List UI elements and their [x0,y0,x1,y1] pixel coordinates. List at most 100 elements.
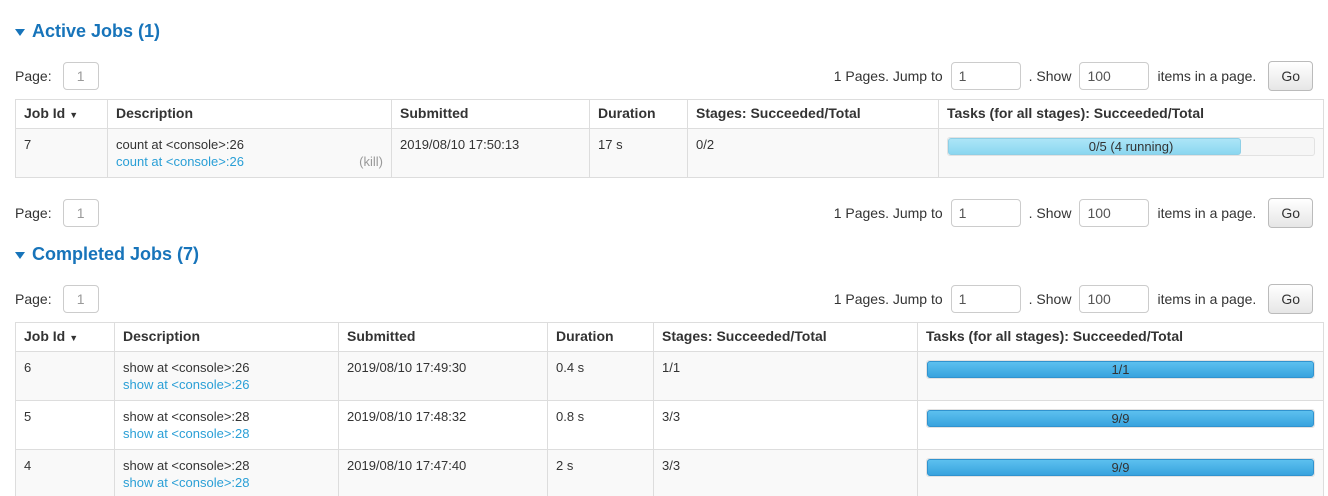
description-cell: show at <console>:26 show at <console>:2… [114,351,339,401]
completed-jobs-title: Completed Jobs (7) [32,244,200,264]
items-per-page-input[interactable] [1079,285,1150,313]
page-label: Page: [15,205,52,221]
page-label: Page: [15,291,52,307]
duration-cell: 2 s [547,449,654,496]
stages-cell: 3/3 [653,400,918,450]
show-text: . Show [1028,205,1072,221]
completed-jobs-section-header[interactable]: Completed Jobs (7) [15,244,1313,264]
progress-completed-segment [927,361,1314,378]
active-jobs-header-row: Job Id ▼ Description Submitted Duration S… [15,99,1324,129]
progress-completed-segment [927,459,1314,476]
column-header-duration[interactable]: Duration [547,322,654,352]
column-header-description[interactable]: Description [107,99,392,129]
items-per-page-input[interactable] [1079,62,1150,90]
column-header-description[interactable]: Description [114,322,339,352]
active-jobs-table: Job Id ▼ Description Submitted Duration S… [15,99,1324,178]
tasks-cell: 1/1 [917,351,1324,401]
submitted-cell: 2019/08/10 17:48:32 [338,400,548,450]
go-button[interactable]: Go [1268,198,1313,228]
stages-cell: 3/3 [653,449,918,496]
job-id-cell: 4 [15,449,115,496]
job-id-cell: 5 [15,400,115,450]
progress-label: 9/9 [1111,460,1130,475]
job-description-text: show at <console>:28 [123,409,250,424]
tasks-cell: 0/5 (4 running) [938,128,1324,178]
items-per-page-text: items in a page. [1157,68,1257,84]
total-pages-text: 1 Pages. Jump to [833,68,943,84]
job-id-cell: 6 [15,351,115,401]
progress-label: 0/5 (4 running) [1088,139,1174,154]
job-description-text: count at <console>:26 [116,137,244,152]
sort-desc-icon: ▼ [69,110,79,120]
total-pages-text: 1 Pages. Jump to [833,291,943,307]
tasks-progress-bar: 9/9 [926,409,1315,428]
show-text: . Show [1028,68,1072,84]
go-button[interactable]: Go [1268,284,1313,314]
job-description-text: show at <console>:28 [123,458,250,473]
completed-jobs-table: Job Id ▼ Description Submitted Duration S… [15,322,1324,496]
tasks-progress-bar: 9/9 [926,458,1315,477]
column-header-tasks[interactable]: Tasks (for all stages): Succeeded/Total [938,99,1324,129]
progress-running-segment [948,138,1241,155]
current-page-input[interactable] [62,199,99,227]
jump-to-page-input[interactable] [950,199,1021,227]
kill-job-link[interactable]: (kill) [359,154,383,169]
column-header-stages[interactable]: Stages: Succeeded/Total [687,99,939,129]
progress-label: 9/9 [1111,411,1130,426]
active-jobs-title: Active Jobs (1) [32,21,161,41]
jump-to-page-input[interactable] [950,62,1021,90]
page-label: Page: [15,68,52,84]
submitted-cell: 2019/08/10 17:50:13 [391,128,590,178]
submitted-cell: 2019/08/10 17:47:40 [338,449,548,496]
jobs-page: Active Jobs (1) Page: 1 Pages. Jump to .… [0,21,1328,496]
progress-completed-segment [927,410,1314,427]
column-header-submitted[interactable]: Submitted [338,322,548,352]
collapse-arrow-icon [15,251,25,259]
active-jobs-pagination-top: Page: 1 Pages. Jump to . Show items in a… [15,61,1313,91]
active-jobs-pagination-bottom: Page: 1 Pages. Jump to . Show items in a… [15,198,1313,228]
duration-cell: 0.8 s [547,400,654,450]
column-header-stages[interactable]: Stages: Succeeded/Total [653,322,918,352]
description-cell: show at <console>:28 show at <console>:2… [114,400,339,450]
active-job-row: 7 count at <console>:26 count at <consol… [15,128,1324,178]
completed-job-row: 5 show at <console>:28 show at <console>… [15,400,1324,450]
progress-label: 1/1 [1111,362,1130,377]
sort-desc-icon: ▼ [69,333,79,343]
submitted-cell: 2019/08/10 17:49:30 [338,351,548,401]
job-id-cell: 7 [15,128,108,178]
job-detail-link[interactable]: show at <console>:28 [123,426,250,441]
duration-cell: 17 s [589,128,688,178]
column-header-tasks[interactable]: Tasks (for all stages): Succeeded/Total [917,322,1324,352]
column-header-submitted[interactable]: Submitted [391,99,590,129]
items-per-page-input[interactable] [1079,199,1150,227]
go-button[interactable]: Go [1268,61,1313,91]
current-page-input[interactable] [62,285,99,313]
current-page-input[interactable] [62,62,99,90]
show-text: . Show [1028,291,1072,307]
total-pages-text: 1 Pages. Jump to [833,205,943,221]
jump-to-page-input[interactable] [950,285,1021,313]
duration-cell: 0.4 s [547,351,654,401]
stages-cell: 0/2 [687,128,939,178]
collapse-arrow-icon [15,28,25,36]
job-detail-link[interactable]: show at <console>:26 [123,377,250,392]
items-per-page-text: items in a page. [1157,291,1257,307]
tasks-progress-bar: 1/1 [926,360,1315,379]
active-jobs-section-header[interactable]: Active Jobs (1) [15,21,1313,41]
column-header-job-id[interactable]: Job Id ▼ [15,322,115,352]
tasks-progress-bar: 0/5 (4 running) [947,137,1315,156]
tasks-cell: 9/9 [917,449,1324,496]
column-header-job-id[interactable]: Job Id ▼ [15,99,108,129]
completed-jobs-header-row: Job Id ▼ Description Submitted Duration S… [15,322,1324,352]
description-cell: count at <console>:26 count at <console>… [107,128,392,178]
completed-job-row: 4 show at <console>:28 show at <console>… [15,449,1324,496]
completed-job-row: 6 show at <console>:26 show at <console>… [15,351,1324,401]
stages-cell: 1/1 [653,351,918,401]
items-per-page-text: items in a page. [1157,205,1257,221]
column-header-duration[interactable]: Duration [589,99,688,129]
job-detail-link[interactable]: count at <console>:26 [116,154,244,169]
description-cell: show at <console>:28 show at <console>:2… [114,449,339,496]
tasks-cell: 9/9 [917,400,1324,450]
job-description-text: show at <console>:26 [123,360,250,375]
job-detail-link[interactable]: show at <console>:28 [123,475,250,490]
